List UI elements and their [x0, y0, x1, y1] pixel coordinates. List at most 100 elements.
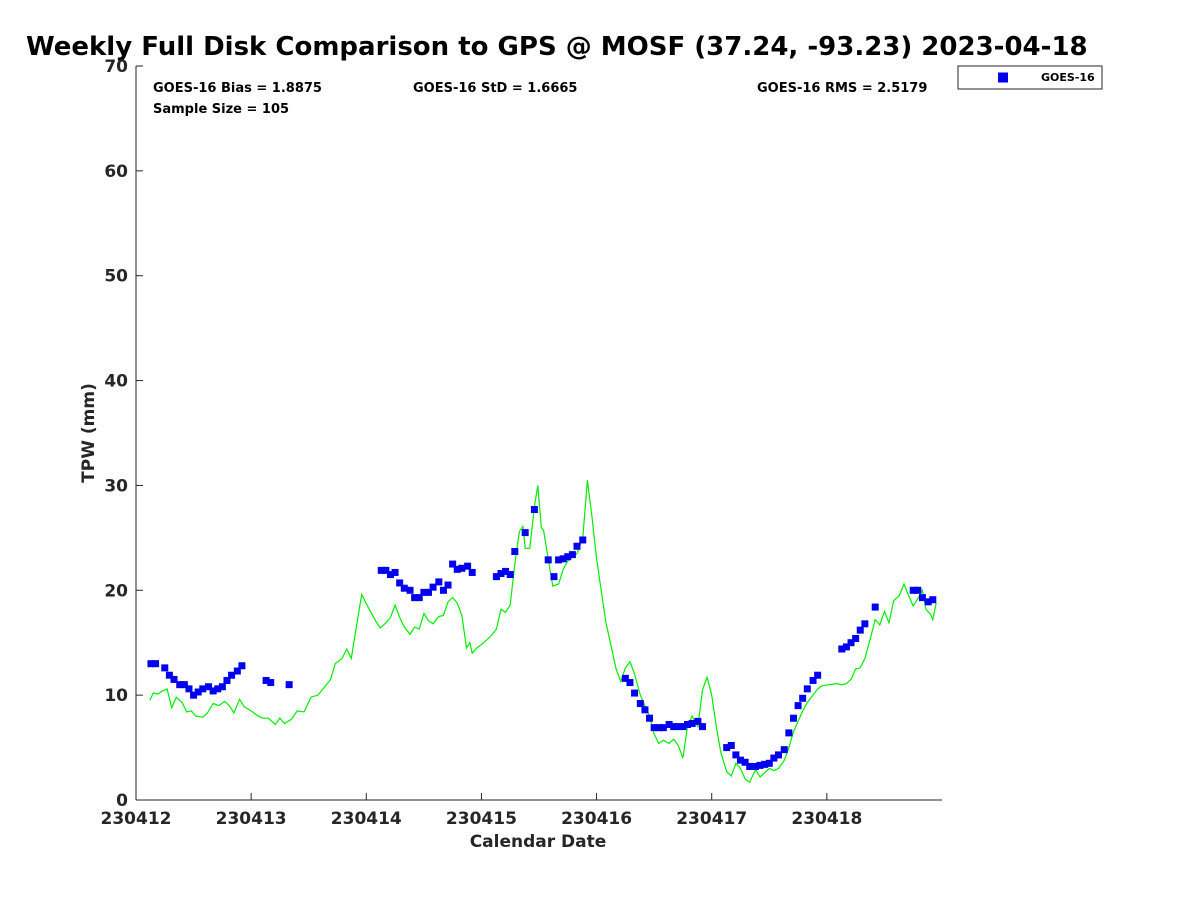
- goes-16-point: [199, 685, 207, 693]
- y-tick-label: 10: [104, 686, 128, 706]
- y-tick-label: 60: [104, 162, 128, 182]
- goes-16-point: [391, 568, 399, 576]
- gps-series: [149, 480, 937, 784]
- goes-16-point: [856, 626, 864, 634]
- goes-16-point: [396, 579, 404, 587]
- stat-sample-size: Sample Size = 105: [153, 102, 289, 117]
- x-tick-label: 230418: [791, 809, 862, 829]
- goes-16-point: [406, 586, 414, 594]
- goes-16-point: [688, 719, 696, 727]
- goes-16-point: [382, 566, 390, 574]
- goes-16-point: [502, 567, 510, 575]
- goes-16-point: [573, 542, 581, 550]
- goes-16-point: [785, 729, 793, 737]
- goes-16-point: [727, 741, 735, 749]
- y-tick-label: 50: [104, 267, 128, 287]
- goes-16-point: [530, 506, 538, 514]
- goes-16-point: [924, 598, 932, 606]
- goes-16-point: [809, 676, 817, 684]
- stat-bias: GOES-16 Bias = 1.8875: [153, 81, 322, 96]
- goes-16-point: [176, 681, 184, 689]
- goes-16-point: [780, 746, 788, 754]
- y-tick-label: 20: [104, 581, 128, 601]
- goes-16-point: [852, 635, 860, 643]
- goes-16-point: [205, 683, 213, 691]
- x-tick-label: 230417: [676, 809, 747, 829]
- goes-16-point: [506, 571, 514, 579]
- goes-16-point: [684, 721, 692, 729]
- goes-16-point: [468, 568, 476, 576]
- goes-16-point: [228, 671, 236, 679]
- goes-16-point: [765, 759, 773, 767]
- goes-16-point: [424, 588, 432, 596]
- goes-16-point: [435, 578, 443, 586]
- goes-16-point: [814, 671, 822, 679]
- goes-16-point: [458, 564, 466, 572]
- goes-16-point: [761, 760, 769, 768]
- goes-16-point: [420, 588, 428, 596]
- y-axis-label: TPW (mm): [79, 383, 99, 483]
- goes-16-point: [909, 586, 917, 594]
- goes-16-point: [838, 645, 846, 653]
- goes-16-point: [789, 714, 797, 722]
- goes-16-point: [386, 571, 394, 579]
- goes-16-point: [223, 676, 231, 684]
- plot-area: 0 10 20 30 40 50 60 70 230412 230413 230414 230415…: [101, 57, 942, 829]
- goes-16-point: [429, 583, 437, 591]
- goes-16-point: [180, 681, 188, 689]
- goes-16-point: [190, 691, 198, 699]
- goes-16-point: [621, 674, 629, 682]
- y-tick-label: 30: [104, 476, 128, 496]
- goes-16-point: [233, 667, 241, 675]
- goes-16-point: [492, 573, 500, 581]
- goes-16-point: [185, 685, 193, 693]
- goes-16-point: [209, 687, 217, 695]
- legend-label-goes-16: GOES-16: [1041, 71, 1095, 84]
- goes-16-point: [751, 762, 759, 770]
- chart-title: Weekly Full Disk Comparison to GPS @ MOS…: [26, 32, 1088, 62]
- goes-16-point: [568, 551, 576, 559]
- goes-16-point: [670, 723, 678, 731]
- goes-16-point: [741, 758, 749, 766]
- goes-16-point: [794, 702, 802, 710]
- goes-16-point: [411, 594, 419, 602]
- goes-16-point: [550, 573, 558, 581]
- goes-16-point: [579, 536, 587, 544]
- goes-16-point: [646, 714, 654, 722]
- goes-16-point: [285, 681, 293, 689]
- legend: GOES-16: [957, 65, 1103, 90]
- goes-16-point: [165, 671, 173, 679]
- goes-16-point: [746, 762, 754, 770]
- goes-16-point: [847, 639, 855, 647]
- y-tick-label: 40: [104, 372, 128, 392]
- x-tick-label: 230412: [101, 809, 172, 829]
- goes-16-point: [170, 675, 178, 683]
- stat-std: GOES-16 StD = 1.6665: [413, 81, 577, 96]
- goes-16-point: [544, 556, 552, 564]
- goes-16-point: [679, 723, 687, 731]
- goes-16-point: [267, 679, 275, 687]
- goes-16-point: [194, 688, 202, 696]
- goes-16-point: [497, 570, 505, 578]
- goes-16-point: [756, 761, 764, 769]
- x-tick-label: 230413: [216, 809, 287, 829]
- x-axis-label: Calendar Date: [470, 832, 607, 852]
- goes-16-point: [655, 724, 663, 732]
- goes-16-point: [415, 594, 423, 602]
- goes-16-point: [439, 586, 447, 594]
- goes-16-point: [871, 603, 879, 611]
- goes-16-point: [511, 547, 519, 555]
- x-axis-ticks: 230412 230413 230414 230415 230416 230417 2304…: [101, 793, 862, 829]
- goes-16-point: [774, 751, 782, 759]
- goes-16-point: [449, 560, 457, 568]
- goes-16-point: [377, 566, 385, 574]
- goes-16-point: [161, 664, 169, 672]
- goes-16-point: [453, 565, 461, 573]
- goes-16-series: [147, 506, 937, 770]
- goes-16-point: [918, 594, 926, 602]
- goes-16-point: [699, 723, 707, 731]
- goes-16-point: [842, 643, 850, 651]
- goes-16-point: [659, 724, 667, 732]
- y-tick-label: 0: [116, 791, 128, 811]
- goes-16-point: [929, 596, 937, 604]
